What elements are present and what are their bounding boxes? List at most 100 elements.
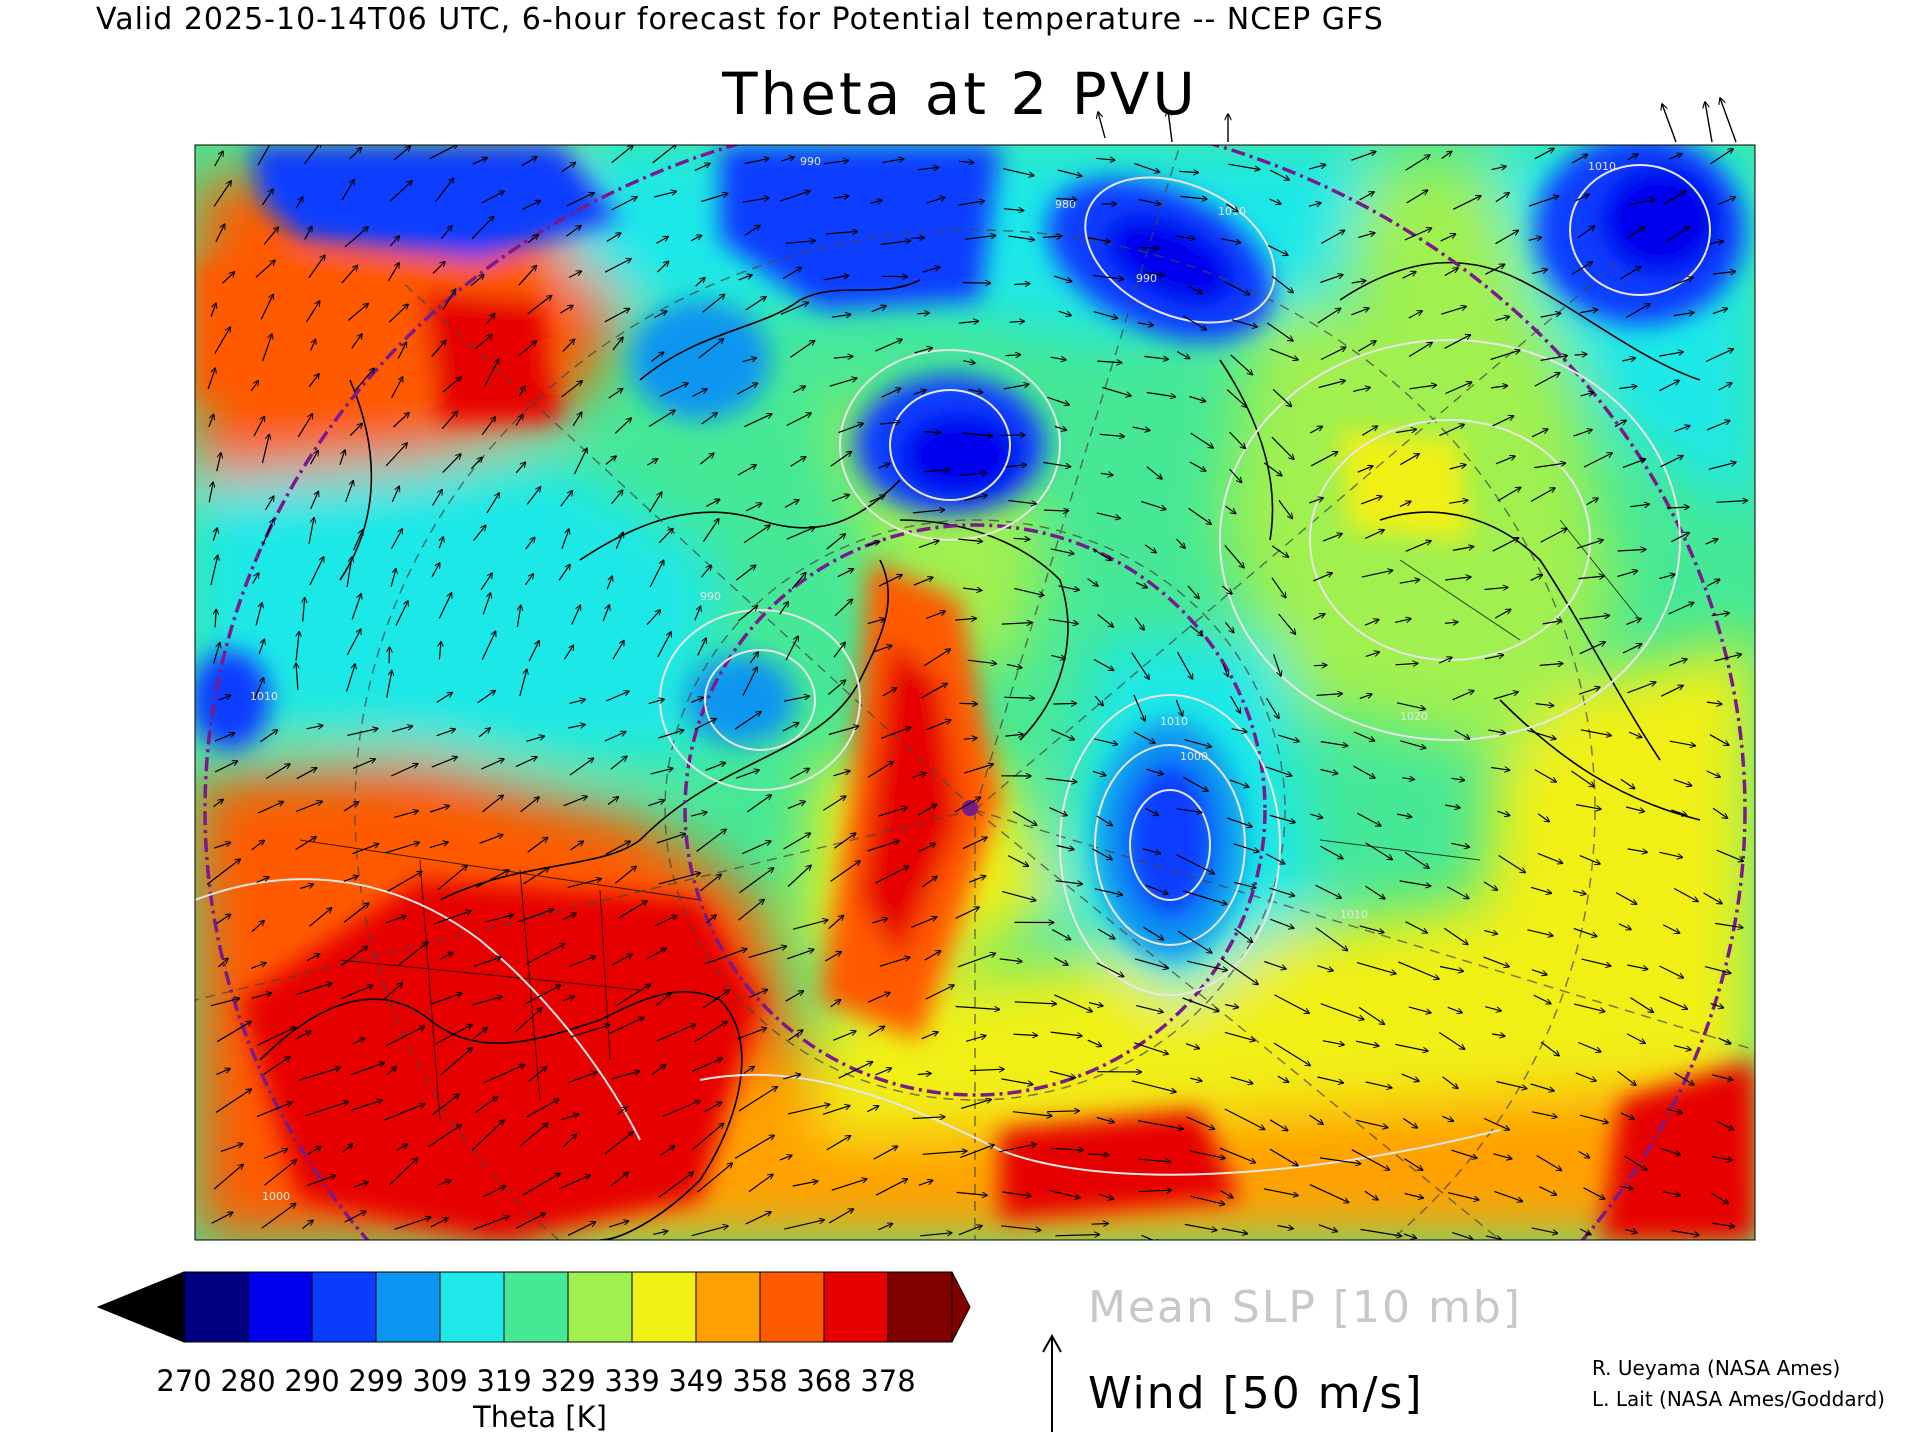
wind-vector bbox=[742, 667, 757, 696]
wind-vector bbox=[262, 334, 272, 362]
wind-vector bbox=[1709, 734, 1729, 746]
wind-vector bbox=[476, 870, 509, 888]
wind-vector bbox=[436, 692, 453, 703]
wind-vector bbox=[1058, 310, 1072, 315]
wind-vector bbox=[608, 1221, 629, 1228]
wind-vector bbox=[473, 1028, 487, 1039]
wind-vector bbox=[350, 1100, 382, 1112]
colorbar-segment bbox=[823, 1271, 889, 1343]
wind-vector bbox=[1703, 892, 1723, 904]
wind-vector bbox=[1138, 1190, 1171, 1191]
wind-vector bbox=[999, 1144, 1036, 1153]
wind-vector bbox=[1047, 396, 1069, 405]
wind-vector bbox=[1188, 507, 1212, 524]
wind-vector bbox=[958, 1226, 982, 1236]
wind-vector bbox=[1659, 996, 1688, 1009]
slp-legend-label: Mean SLP [10 mb] bbox=[1088, 1282, 1522, 1333]
wind-vector bbox=[1669, 740, 1696, 746]
wind-vector bbox=[527, 235, 538, 244]
wind-vector bbox=[1267, 244, 1288, 255]
wind-vector bbox=[1495, 317, 1509, 321]
wind-vector bbox=[1361, 570, 1393, 578]
wind-vector bbox=[1532, 269, 1547, 275]
wind-vector bbox=[1231, 319, 1258, 327]
wind-vector bbox=[999, 959, 1022, 962]
wind-vector bbox=[252, 573, 259, 584]
wind-vector bbox=[1264, 960, 1286, 970]
wind-vector bbox=[787, 801, 805, 809]
wind-vector bbox=[1666, 507, 1689, 508]
wind-vector bbox=[568, 956, 596, 968]
wind-vector bbox=[431, 340, 446, 358]
wind-vector bbox=[210, 998, 240, 1007]
wind-vector bbox=[1408, 311, 1422, 319]
wind-vector bbox=[690, 235, 702, 242]
wind-vector bbox=[309, 451, 319, 465]
wind-vector bbox=[1187, 585, 1199, 599]
wind-vector bbox=[706, 915, 716, 924]
wind-vector bbox=[1451, 842, 1469, 847]
wind-vector bbox=[605, 841, 630, 855]
wind-vector bbox=[1706, 770, 1721, 777]
wind-vector bbox=[830, 452, 852, 467]
wind-vector bbox=[521, 157, 537, 167]
wind-vector bbox=[1353, 731, 1375, 741]
wind-vector bbox=[303, 145, 321, 165]
wind-vector bbox=[1531, 969, 1547, 975]
wind-vector bbox=[965, 236, 996, 240]
wind-vector bbox=[1225, 505, 1236, 513]
wind-vector bbox=[523, 867, 550, 885]
wind-vector bbox=[650, 768, 673, 775]
wind-vector bbox=[1438, 1031, 1464, 1050]
wind-vector bbox=[1718, 383, 1732, 391]
wind-vector bbox=[386, 670, 392, 698]
wind-vector bbox=[1360, 1228, 1402, 1236]
wind-vector bbox=[823, 275, 849, 281]
wind-vector bbox=[1146, 768, 1163, 774]
wind-vector bbox=[1189, 395, 1206, 402]
wind-vector bbox=[385, 1026, 425, 1047]
wind-vector bbox=[1045, 777, 1077, 782]
wind-vector bbox=[1146, 271, 1164, 276]
wind-vector bbox=[1443, 927, 1468, 944]
wind-vector bbox=[1133, 694, 1145, 721]
wind-vector bbox=[566, 193, 594, 207]
colorbar-tick-label: 290 bbox=[284, 1364, 340, 1398]
wind-vector bbox=[867, 841, 900, 852]
wind-vector bbox=[436, 1025, 472, 1045]
wind-vector bbox=[385, 443, 407, 467]
wind-vector bbox=[386, 916, 407, 924]
wind-vector bbox=[969, 1069, 1004, 1070]
wind-vector bbox=[1272, 388, 1291, 406]
wind-vector bbox=[433, 911, 472, 925]
colorbar-tick-label: 319 bbox=[476, 1364, 532, 1398]
wind-vector bbox=[1309, 1184, 1349, 1203]
wind-vector bbox=[615, 532, 623, 550]
wind-vector bbox=[1579, 1228, 1591, 1235]
wind-vector bbox=[701, 193, 728, 203]
wind-vector bbox=[1229, 779, 1249, 787]
wind-vector bbox=[1535, 704, 1554, 706]
wind-vector bbox=[788, 1030, 803, 1041]
wind-vector bbox=[825, 231, 858, 234]
theta-colorbar bbox=[96, 1271, 971, 1343]
wind-vector bbox=[1318, 1224, 1338, 1232]
wind-vector bbox=[1057, 169, 1082, 176]
wind-vector bbox=[1659, 380, 1679, 392]
wind-vector bbox=[522, 201, 540, 211]
wind-vector bbox=[386, 1067, 397, 1076]
wind-vector bbox=[1712, 308, 1728, 315]
wind-vector bbox=[1313, 614, 1325, 620]
wind-vector bbox=[216, 453, 221, 472]
wind-vector bbox=[1671, 809, 1687, 815]
wind-vector bbox=[480, 573, 492, 591]
wind-vector bbox=[1141, 500, 1166, 510]
wind-vector bbox=[1269, 814, 1296, 822]
wind-vector bbox=[1183, 776, 1208, 791]
wind-vector bbox=[260, 294, 273, 320]
wind-vector bbox=[833, 771, 851, 777]
wind-vector bbox=[657, 632, 671, 658]
wind-vector bbox=[306, 725, 323, 728]
wind-vector bbox=[745, 503, 762, 512]
wind-vector bbox=[1442, 1115, 1453, 1121]
